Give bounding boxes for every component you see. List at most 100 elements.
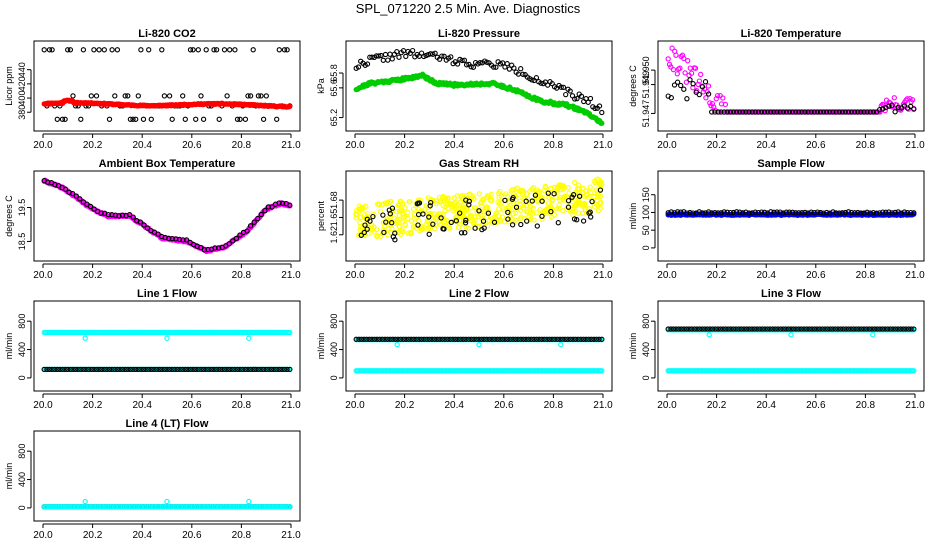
data-point — [671, 82, 678, 88]
data-point — [705, 83, 712, 89]
data-point — [164, 335, 170, 341]
line-3-flow-y-axis: 0 400 800 — [641, 314, 656, 380]
page-title: SPL_071220 2.5 Min. Ave. Diagnostics — [355, 1, 581, 16]
data-point — [674, 71, 680, 77]
gas-stream-rh-x-axis: 20.0 20.2 20.4 20.6 20.8 21.0 — [345, 263, 613, 281]
ambient-box-temperature-y-axis: 18.5 19.5 — [17, 199, 32, 251]
data-point — [221, 47, 228, 53]
x-tick-label: 20.2 — [707, 140, 727, 151]
x-tick-label: 20.8 — [856, 400, 876, 411]
data-point — [788, 332, 794, 338]
y-tick-label: 51.950 — [641, 56, 651, 84]
data-point — [599, 109, 605, 116]
x-tick-label: 20.8 — [856, 140, 876, 151]
data-point — [164, 498, 170, 505]
data-point — [237, 116, 243, 122]
line-2-flow-chart: Line 2 Flow 20.0 20.2 20.4 20.6 20.8 21.0 0 400 8… — [316, 288, 613, 411]
x-tick-label: 20.0 — [33, 140, 53, 151]
x-tick-label: 20.8 — [232, 530, 252, 540]
data-point — [369, 54, 375, 60]
data-point — [130, 116, 136, 122]
y-tick-label: 150 — [641, 187, 651, 202]
data-point — [405, 209, 411, 216]
data-point — [703, 95, 709, 101]
x-tick-label: 20.6 — [182, 270, 202, 281]
data-point — [895, 104, 901, 111]
data-point — [166, 93, 173, 99]
x-tick-label: 20.0 — [657, 140, 677, 151]
data-point — [852, 109, 858, 115]
data-point — [539, 213, 545, 219]
li-820-pressure-title: Li-820 Pressure — [438, 28, 520, 40]
y-tick-label: 18.5 — [17, 233, 27, 251]
y-tick-label: 65.8 — [329, 64, 339, 82]
data-point — [454, 61, 461, 67]
data-point — [247, 93, 254, 99]
gas-stream-rh-y-label: percent — [316, 200, 326, 231]
data-point — [814, 109, 821, 115]
data-point — [394, 341, 400, 348]
x-tick-label: 20.4 — [444, 270, 464, 281]
line-4-lt-flow-series-2 — [41, 498, 293, 510]
data-point — [572, 96, 578, 102]
li-820-co2-frame — [33, 40, 301, 132]
data-point — [783, 109, 789, 115]
data-point — [572, 179, 578, 186]
line-3-flow-series-1 — [665, 327, 917, 374]
li-820-pressure-y-label: kPa — [316, 78, 326, 94]
x-tick-label: 20.6 — [182, 530, 202, 540]
data-point — [396, 54, 402, 60]
data-point — [690, 81, 696, 87]
x-tick-label: 20.0 — [33, 270, 53, 281]
line-3-flow-chart: Line 3 Flow 20.0 20.2 20.4 20.6 20.8 21.0 0 400 8… — [628, 288, 925, 411]
data-point — [224, 93, 230, 99]
x-tick-label: 20.6 — [494, 140, 514, 151]
data-point — [389, 56, 395, 62]
y-tick-label: 65.6 — [329, 79, 339, 97]
data-point — [439, 53, 445, 59]
line-2-flow-y-axis: 0 400 800 — [329, 314, 344, 380]
x-tick-label: 20.6 — [182, 400, 202, 411]
x-tick-label: 20.8 — [544, 270, 564, 281]
data-point — [722, 101, 729, 108]
data-point — [566, 190, 572, 196]
data-point — [677, 65, 683, 71]
data-point — [706, 332, 712, 338]
x-tick-label: 20.2 — [83, 400, 103, 411]
data-point — [216, 116, 222, 122]
data-point — [765, 109, 771, 115]
data-point — [529, 77, 535, 83]
li-820-temperature-x-axis: 20.0 20.2 20.4 20.6 20.8 21.0 — [657, 133, 925, 151]
y-tick-label: 51.949 — [641, 71, 651, 99]
x-tick-label: 21.0 — [281, 270, 301, 281]
data-point — [54, 116, 60, 122]
sample-flow-series-2 — [665, 209, 917, 216]
data-point — [793, 109, 799, 115]
data-point — [699, 84, 706, 90]
sample-flow-y-label: ml/min — [628, 203, 638, 230]
li-820-pressure-series-1 — [353, 47, 605, 116]
sample-flow-title: Sample Flow — [757, 158, 825, 170]
x-tick-label: 21.0 — [281, 400, 301, 411]
y-tick-label: 400 — [17, 472, 27, 487]
data-point — [255, 93, 262, 99]
li-820-temperature-y-label: degrees C — [628, 65, 638, 107]
data-point — [911, 106, 917, 112]
data-point — [211, 47, 217, 53]
li-820-pressure-series-2 — [353, 71, 605, 126]
li-820-temperature-series-2 — [665, 77, 917, 115]
data-point — [870, 332, 876, 338]
data-point — [761, 109, 768, 115]
data-point — [755, 109, 762, 115]
line-3-flow-title: Line 3 Flow — [761, 288, 821, 300]
data-point — [461, 57, 468, 63]
y-tick-label: 1.62 — [329, 226, 339, 244]
ambient-box-temperature-series-1 — [41, 177, 293, 255]
ambient-box-temperature-x-axis: 20.0 20.2 20.4 20.6 20.8 21.0 — [33, 263, 301, 281]
li-820-co2-series-1 — [41, 47, 293, 122]
data-point — [276, 47, 282, 53]
x-tick-label: 20.2 — [707, 400, 727, 411]
data-point — [493, 64, 499, 70]
